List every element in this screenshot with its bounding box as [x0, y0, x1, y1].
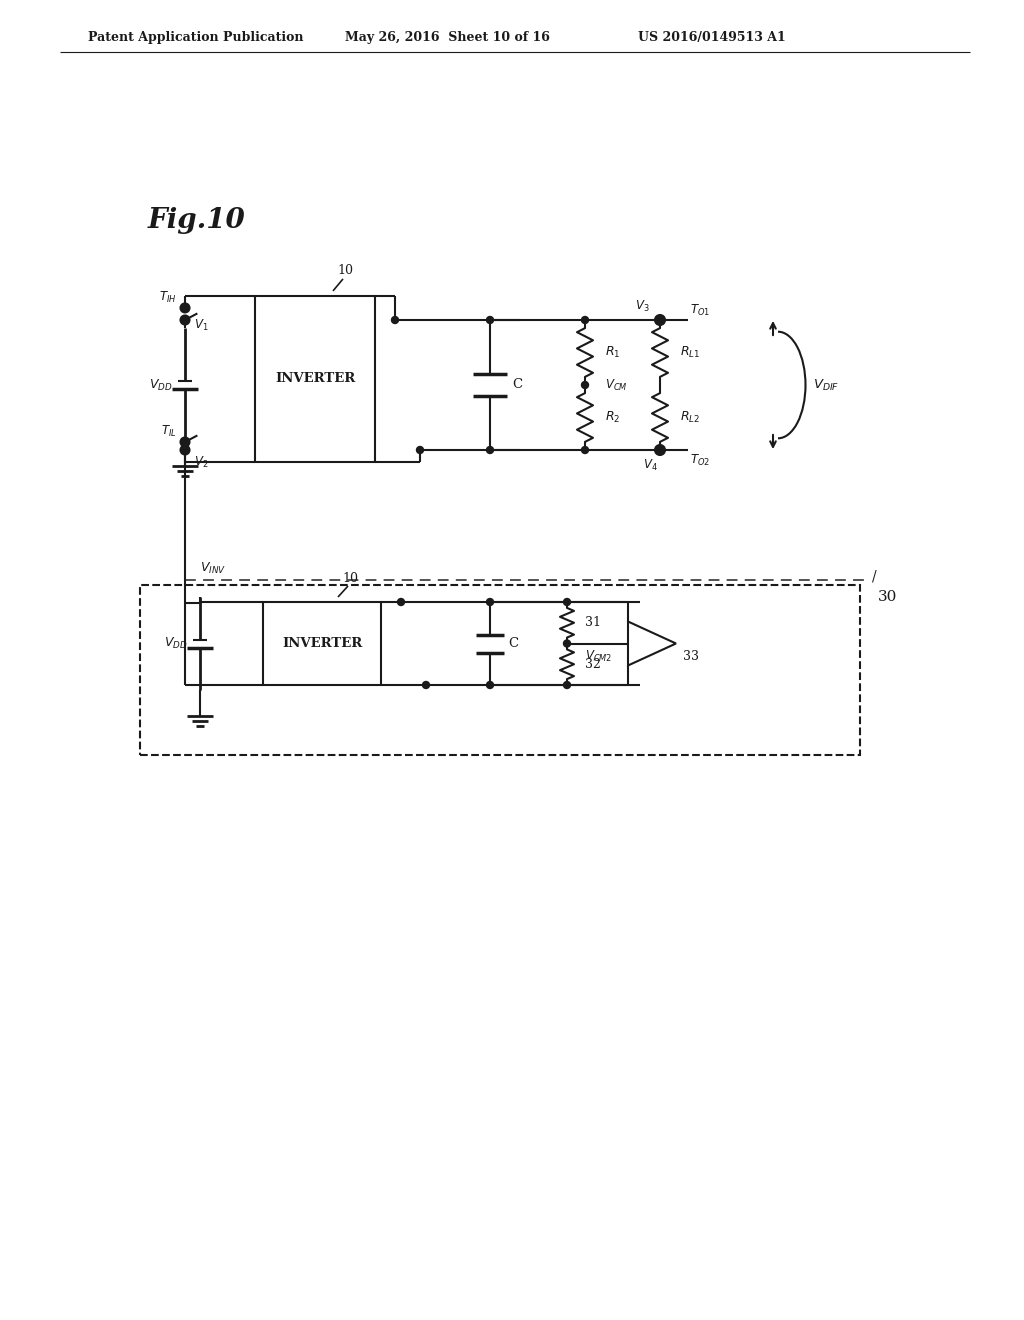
Circle shape: [582, 317, 589, 323]
Circle shape: [563, 681, 570, 689]
Text: $V_{DD}$: $V_{DD}$: [165, 636, 188, 651]
Circle shape: [563, 640, 570, 647]
Text: $V_{CM}$: $V_{CM}$: [605, 378, 628, 392]
Text: $R_1$: $R_1$: [605, 345, 621, 360]
Text: $T_{O1}$: $T_{O1}$: [690, 302, 710, 318]
Circle shape: [397, 598, 404, 606]
Circle shape: [563, 598, 570, 606]
Text: $V_{DD}$: $V_{DD}$: [150, 378, 173, 392]
Text: 31: 31: [585, 616, 601, 630]
Text: /: /: [872, 569, 877, 583]
Circle shape: [655, 315, 665, 325]
Circle shape: [180, 437, 189, 446]
Text: $R_{L2}$: $R_{L2}$: [680, 411, 700, 425]
Text: $R_{L1}$: $R_{L1}$: [680, 345, 700, 360]
Text: $V_3$: $V_3$: [635, 298, 649, 314]
Text: $V_1$: $V_1$: [194, 317, 208, 333]
Circle shape: [391, 317, 398, 323]
Circle shape: [180, 304, 189, 313]
Text: 32: 32: [585, 657, 601, 671]
Text: $T_{IL}$: $T_{IL}$: [162, 424, 177, 440]
Text: INVERTER: INVERTER: [274, 372, 355, 385]
Circle shape: [423, 681, 429, 689]
Circle shape: [180, 315, 189, 325]
Bar: [255, 296, 375, 462]
Circle shape: [417, 446, 424, 454]
Bar: [263, 602, 381, 685]
Bar: [140, 585, 860, 755]
Text: 33: 33: [683, 649, 699, 663]
Text: 10: 10: [342, 572, 358, 585]
Circle shape: [486, 681, 494, 689]
Circle shape: [486, 317, 494, 323]
Text: Fig.10: Fig.10: [148, 206, 246, 234]
Text: Patent Application Publication: Patent Application Publication: [88, 30, 303, 44]
Text: $V_{INV}$: $V_{INV}$: [200, 561, 226, 576]
Circle shape: [582, 446, 589, 454]
Text: $V_2$: $V_2$: [194, 454, 208, 470]
Text: $V_{DIF}$: $V_{DIF}$: [813, 378, 840, 392]
Text: C: C: [508, 638, 518, 649]
Circle shape: [582, 381, 589, 388]
Text: $T_{O2}$: $T_{O2}$: [690, 453, 710, 467]
Text: US 2016/0149513 A1: US 2016/0149513 A1: [638, 30, 785, 44]
Text: C: C: [512, 379, 522, 392]
Text: $R_2$: $R_2$: [605, 411, 621, 425]
Text: $V_4$: $V_4$: [643, 458, 657, 473]
Text: INVERTER: INVERTER: [282, 638, 362, 649]
Text: $T_{IH}$: $T_{IH}$: [160, 290, 177, 305]
Circle shape: [486, 598, 494, 606]
Text: 10: 10: [337, 264, 353, 277]
Circle shape: [486, 446, 494, 454]
Text: May 26, 2016  Sheet 10 of 16: May 26, 2016 Sheet 10 of 16: [345, 30, 550, 44]
Polygon shape: [628, 622, 676, 665]
Circle shape: [655, 445, 665, 455]
Text: 30: 30: [878, 590, 897, 605]
Circle shape: [180, 446, 189, 454]
Text: $V_{CM2}$: $V_{CM2}$: [585, 648, 612, 664]
